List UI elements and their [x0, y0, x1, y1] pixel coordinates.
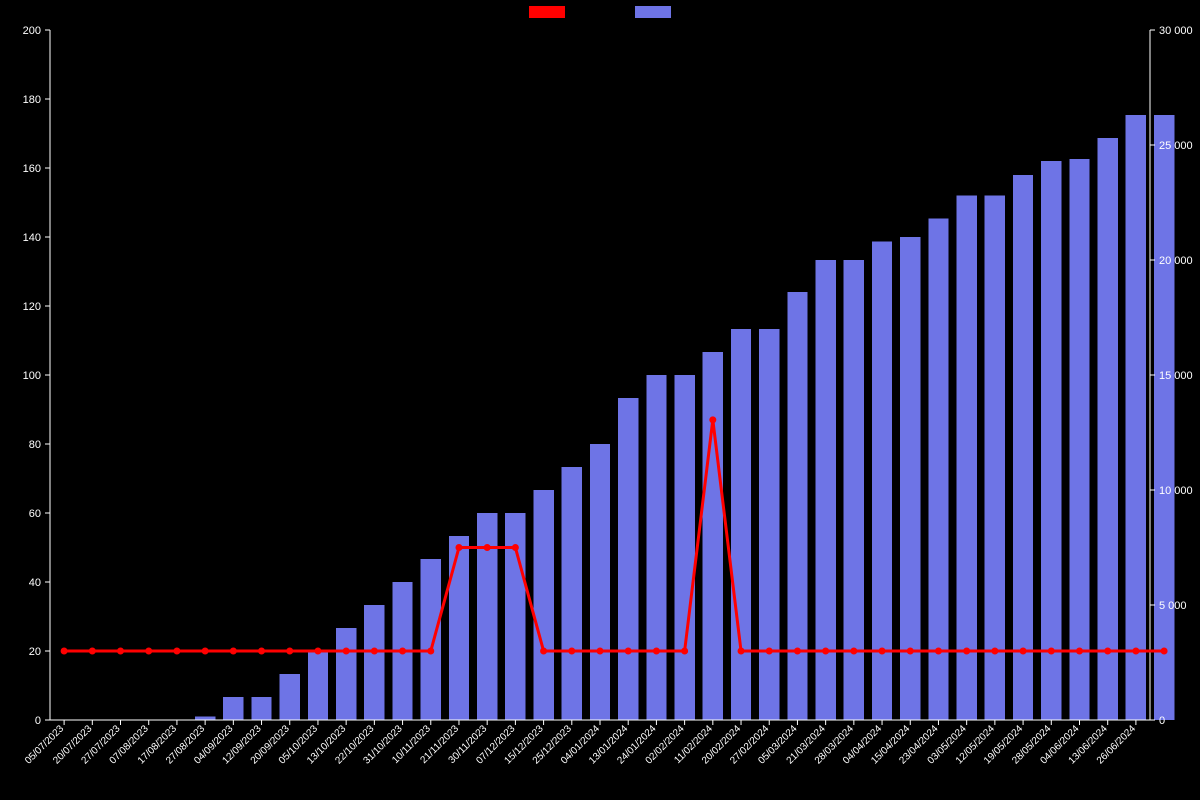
bar [421, 559, 441, 720]
line-marker [1020, 648, 1027, 655]
line-marker [314, 648, 321, 655]
line-marker [766, 648, 773, 655]
line-marker [935, 648, 942, 655]
line-marker [1076, 648, 1083, 655]
left-axis-tick-label: 60 [29, 508, 41, 520]
line-marker [1104, 648, 1111, 655]
line-marker [850, 648, 857, 655]
line-marker [427, 648, 434, 655]
line-marker [484, 544, 491, 551]
left-axis-tick-label: 200 [23, 25, 41, 37]
right-axis-tick-label: 0 [1159, 715, 1165, 727]
bar [928, 219, 948, 720]
line-marker [512, 544, 519, 551]
line-marker [681, 648, 688, 655]
left-axis-tick-label: 20 [29, 646, 41, 658]
right-axis-tick-label: 15 000 [1159, 370, 1193, 382]
bar [674, 375, 694, 720]
bar [957, 196, 977, 720]
line-marker [286, 648, 293, 655]
right-axis-tick-label: 5 000 [1159, 600, 1187, 612]
line-marker [343, 648, 350, 655]
line-marker [455, 544, 462, 551]
bar [1154, 115, 1174, 720]
bar [1041, 161, 1061, 720]
bar [195, 717, 215, 720]
line-marker [371, 648, 378, 655]
bar [731, 329, 751, 720]
right-axis-tick-label: 25 000 [1159, 140, 1193, 152]
line-marker [399, 648, 406, 655]
left-axis-tick-label: 180 [23, 94, 41, 106]
chart-container: 0 20 40 60 80 100 120 140 160 180 200 0 5 000 10 000 1… [0, 0, 1200, 800]
line-marker [991, 648, 998, 655]
line-marker [879, 648, 886, 655]
left-axis-tick-label: 80 [29, 439, 41, 451]
bar [1069, 159, 1089, 720]
combo-chart: 0 20 40 60 80 100 120 140 160 180 200 0 5 000 10 000 1… [0, 0, 1200, 800]
right-axis-tick-label: 30 000 [1159, 25, 1193, 37]
bar [1013, 175, 1033, 720]
left-axis-tick-label: 120 [23, 301, 41, 313]
line-marker [568, 648, 575, 655]
bar [280, 674, 300, 720]
line-marker [794, 648, 801, 655]
line-marker [1161, 648, 1168, 655]
line-marker [653, 648, 660, 655]
line-marker [963, 648, 970, 655]
line-marker [1048, 648, 1055, 655]
bar [646, 375, 666, 720]
bar [364, 605, 384, 720]
legend-swatch [635, 6, 671, 18]
bar [336, 628, 356, 720]
bar [533, 490, 553, 720]
bar [590, 444, 610, 720]
left-axis-tick-label: 40 [29, 577, 41, 589]
line-marker [173, 648, 180, 655]
line-marker [258, 648, 265, 655]
line-marker [145, 648, 152, 655]
bar [449, 536, 469, 720]
bar [562, 467, 582, 720]
bar [1126, 115, 1146, 720]
line-marker [822, 648, 829, 655]
bar [223, 697, 243, 720]
bar [985, 196, 1005, 720]
legend-swatch [529, 6, 565, 18]
line-marker [625, 648, 632, 655]
bar [1098, 138, 1118, 720]
bar [308, 651, 328, 720]
line-marker [738, 648, 745, 655]
left-axis-tick-label: 140 [23, 232, 41, 244]
right-axis-tick-label: 10 000 [1159, 485, 1193, 497]
line-marker [89, 648, 96, 655]
line-marker [597, 648, 604, 655]
line-marker [61, 648, 68, 655]
line-marker [1132, 648, 1139, 655]
line-marker [230, 648, 237, 655]
left-axis-tick-label: 0 [35, 715, 41, 727]
bar [759, 329, 779, 720]
left-axis-tick-label: 100 [23, 370, 41, 382]
line-marker [907, 648, 914, 655]
bar [787, 292, 807, 720]
bar [618, 398, 638, 720]
line-marker [540, 648, 547, 655]
bar [251, 697, 271, 720]
bar [703, 352, 723, 720]
right-axis-tick-label: 20 000 [1159, 255, 1193, 267]
line-marker [709, 416, 716, 423]
left-axis-tick-label: 160 [23, 163, 41, 175]
line-marker [117, 648, 124, 655]
line-marker [202, 648, 209, 655]
